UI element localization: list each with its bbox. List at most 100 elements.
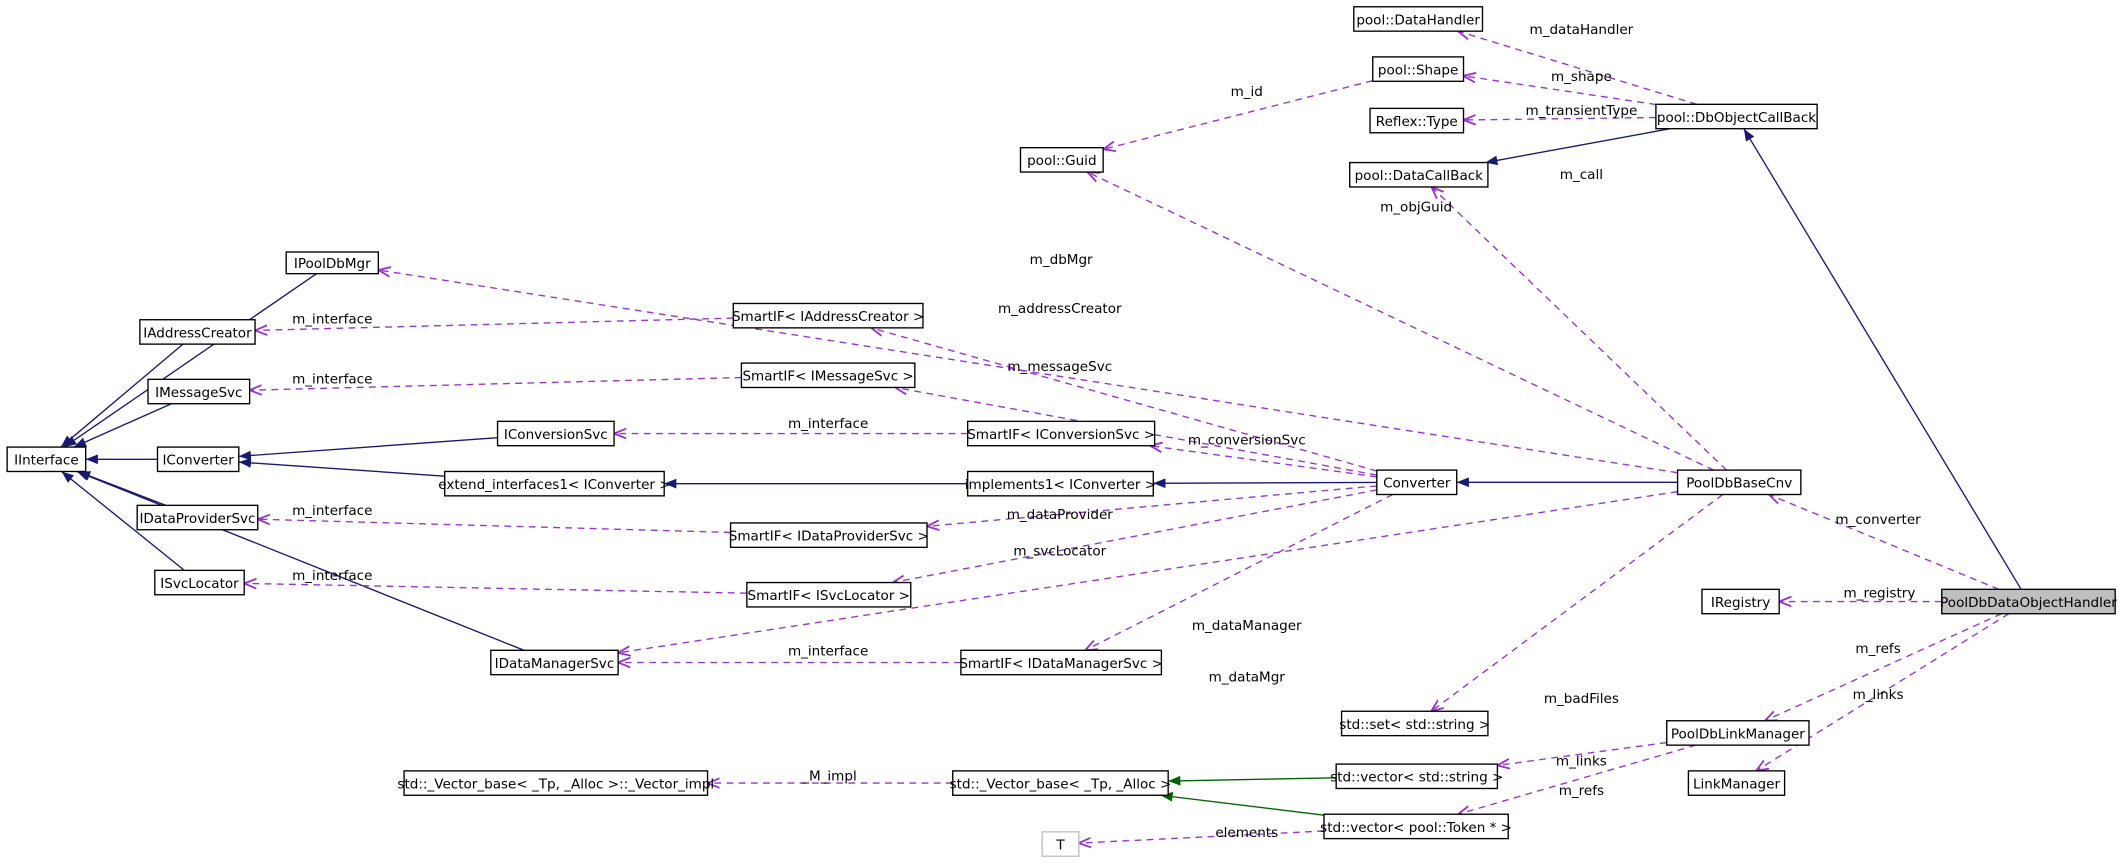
class-box: [6, 446, 87, 473]
class-box: [1376, 469, 1458, 496]
class-name: std::vector< pool::Token * >: [1320, 820, 1512, 836]
class-box: [960, 649, 1163, 676]
class-name: IDataProviderSvc: [139, 511, 255, 527]
use-edge: [1431, 493, 1724, 711]
inherit-edge: [1485, 128, 1671, 166]
class-name: IRegistry: [1711, 595, 1770, 611]
use-edge: [1150, 446, 1377, 478]
class-box: [1372, 56, 1465, 82]
class-box: [1941, 588, 2116, 615]
class-box: [154, 569, 245, 596]
class-name: PoolDbBaseCnv: [1686, 476, 1792, 492]
edge-label: m_interface: [788, 644, 868, 660]
class-box: [1369, 107, 1465, 134]
edge-label: m_interface: [292, 568, 372, 584]
edge-label: m_addressCreator: [998, 301, 1122, 317]
class-box: [1349, 161, 1489, 188]
use-edge: [258, 519, 731, 534]
class-box: [732, 302, 924, 329]
class-box: [1335, 763, 1499, 790]
edge-label: m_interface: [292, 503, 372, 519]
inherit-edge: [73, 403, 172, 448]
edge-label: m_badFiles: [1544, 691, 1619, 707]
use-edge: [1769, 494, 2000, 590]
class-name: SmartIF< ISvcLocator >: [748, 588, 910, 604]
use-edge: [244, 583, 747, 594]
use-edge: [255, 317, 734, 330]
class-name: implements1< IConverter >: [965, 477, 1156, 493]
edge-label: m_converter: [1835, 512, 1921, 528]
edge-label: m_registry: [1844, 585, 1916, 601]
inherit-edge: [76, 470, 525, 651]
edge-label: m_dbMgr: [1030, 252, 1093, 268]
class-box: [966, 420, 1156, 447]
class-box: [746, 581, 912, 608]
template-edge: [1160, 791, 1325, 816]
class-name: SmartIF< IDataProviderSvc >: [729, 528, 929, 544]
class-name: pool::DataHandler: [1356, 12, 1480, 28]
nodes: IInterface IPoolDbMgr IAddressCreator IMess…: [6, 6, 2117, 857]
class-box: [1676, 469, 1802, 496]
use-edge: [1765, 613, 2002, 721]
class-name: T: [1055, 837, 1065, 853]
class-box: [1666, 720, 1810, 746]
edge-label: m_dataMgr: [1209, 669, 1286, 685]
class-name: std::_Vector_base< _Tp, _Alloc >: [950, 776, 1172, 792]
class-box: [740, 362, 916, 389]
use-edge: [893, 489, 1377, 583]
class-box: [1353, 6, 1484, 32]
use-edge: [1464, 76, 1656, 106]
class-box: [490, 649, 619, 676]
edge-label: m_shape: [1551, 69, 1612, 85]
class-name: ISvcLocator: [160, 576, 239, 592]
edge-label: m_objGuid: [1380, 199, 1452, 215]
class-box: [139, 319, 256, 345]
class-name: std::vector< std::string >: [1330, 770, 1503, 786]
edge-label: m_messageSvc: [1007, 359, 1112, 375]
class-box: [1655, 103, 1818, 130]
class-box: [1323, 813, 1509, 840]
class-name: pool::DbObjectCallBack: [1657, 110, 1816, 126]
class-name: Converter: [1383, 476, 1451, 492]
edge-label: m_interface: [292, 371, 372, 387]
class-box: [285, 251, 380, 275]
edge-label: m_dataProvider: [1007, 507, 1114, 523]
class-name: extend_interfaces1< IConverter >: [438, 477, 670, 493]
edge-label: m_links: [1853, 687, 1904, 703]
class-name: pool::Guid: [1027, 153, 1096, 169]
inherit-edge: [238, 458, 445, 477]
inherit-edge: [60, 343, 184, 448]
class-box: [444, 470, 665, 497]
class-box: [156, 446, 240, 473]
class-name: SmartIF< IDataManagerSvc >: [959, 656, 1163, 672]
use-edge: [1464, 118, 1656, 120]
class-name: SmartIF< IMessageSvc >: [742, 369, 913, 385]
class-name: IMessageSvc: [155, 385, 242, 401]
class-name: IConverter: [162, 453, 234, 469]
inherit-edge: [1153, 478, 1377, 489]
inherit-edge: [63, 273, 317, 448]
use-edge: [1458, 744, 1697, 814]
class-name: IAddressCreator: [143, 325, 252, 341]
use-edge: [1085, 493, 1394, 650]
class-box: [952, 770, 1169, 796]
class-name: PoolDbDataObjectHandler: [1940, 595, 2117, 611]
edge-label: m_links: [1556, 753, 1607, 769]
class-name: std::set< std::string >: [1339, 717, 1490, 733]
class-box: [729, 522, 928, 549]
class-name: SmartIF< IConversionSvc >: [967, 427, 1155, 443]
inherit-edge: [61, 470, 185, 571]
use-edge: [1497, 741, 1667, 766]
class-box: [403, 770, 709, 796]
class-name: std::_Vector_base< _Tp, _Alloc >::_Vecto…: [397, 776, 714, 792]
edge-label: elements: [1215, 825, 1278, 841]
use-edge: [1079, 830, 1325, 843]
use-edge: [1458, 31, 1697, 105]
class-box: [1701, 588, 1780, 615]
edge-label: m_call: [1560, 167, 1603, 183]
class-name: IPoolDbMgr: [294, 256, 371, 272]
class-box: [136, 504, 259, 531]
inherit-edge: [238, 437, 498, 461]
